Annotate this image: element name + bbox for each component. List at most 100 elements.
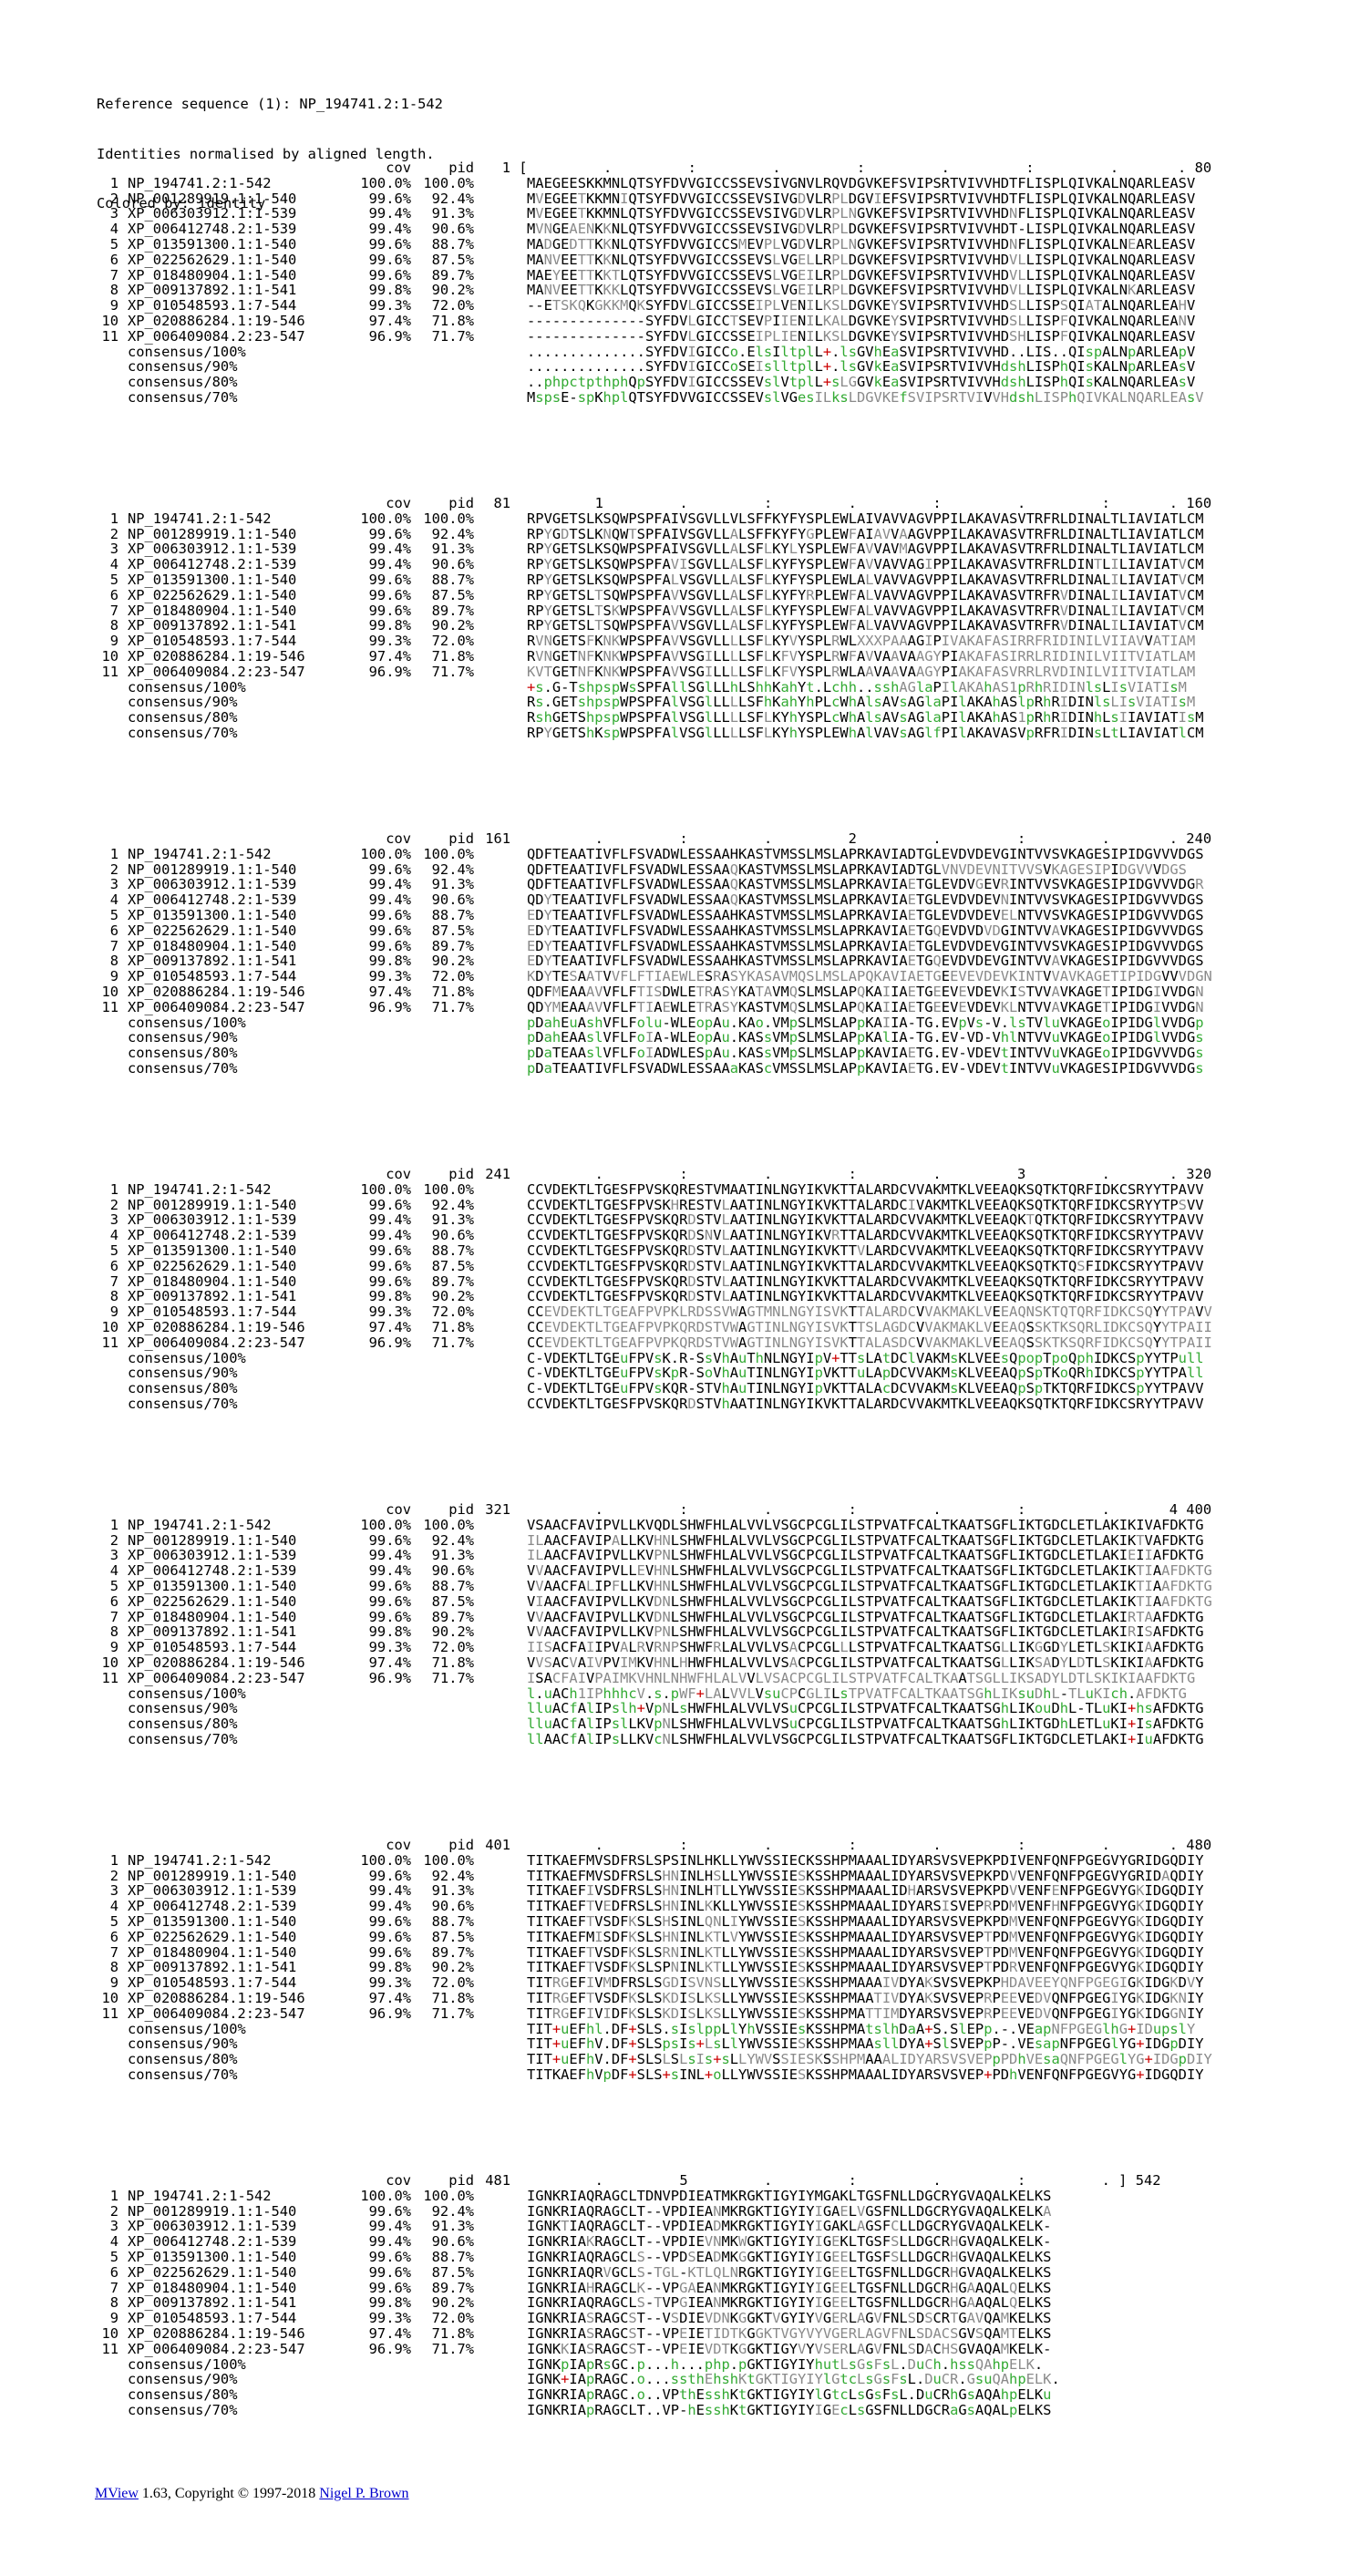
sequence-id: XP_020886284.1:19-546 [128,2324,305,2342]
sequence-id: XP_006303912.1:1-539 [128,1547,297,1564]
sequence-id: XP_022562629.1:1-540 [128,922,297,939]
sequence-residues: RPVGETSLKSQWPSPFAIVSGVLLVLSFFKYFYSPLEWLA… [527,510,1204,527]
sequence-row: 2 NP_001289919.1:1-540 99.6% 92.4% QDFTEAATI… [97,861,1212,878]
ruler-bracket [510,2172,519,2189]
consensus-label: consensus/80% [128,1380,238,1397]
sequence-number: 4 [109,891,118,909]
ruler-end-position: . 80 [1178,160,1212,176]
ruler-marks: . : . : . : . [527,160,1179,176]
consensus-row: consensus/90% TIT+uEFhV.DF+SLSpsIs+LsLlYW… [97,2035,1212,2052]
sequence-number: 11 [101,663,118,680]
sequence-number: 2 [109,525,118,542]
ruler-start-position: 481 [485,2172,510,2189]
sequence-row: 8 XP_009137892.1:1-541 99.8% 90.2% EDYTEAATI… [97,953,1212,970]
identity-value: 89.7% [431,2279,474,2296]
identity-value: 88.7% [431,906,474,923]
sequence-id: XP_006412748.2:1-539 [128,556,297,573]
mview-link[interactable]: MView [95,2486,139,2501]
consensus-residues: lluACfAlIPslLKVpNLSHWFHLALVVLVSuCPCGLILS… [527,1716,1204,1733]
consensus-label: consensus/100% [128,678,246,696]
sequence-residues: IGNKRIAKRAGCLT--VPDIEVNMKWGKTIGYIYIGEKLT… [527,2233,1052,2251]
cov-header: cov [386,2172,411,2189]
sequence-residues: --------------SYFDVLGICCTSEVPIIENILKALDG… [527,312,1196,329]
alignment-block: cov pid 401 . : . : . : . . 480 1 NP_194741.… [97,1837,1212,2083]
coverage-value: 97.4% [368,647,411,665]
author-link[interactable]: Nigel P. Brown [319,2486,409,2501]
ruler-end-position: 4 400 [1169,1501,1212,1518]
coverage-value: 99.4% [368,876,411,893]
identity-value: 92.4% [431,1531,474,1549]
sequence-residues: RVNGETNFKNKWPSPFAVVSGILLLLSFLKFVYSPLRWFA… [527,647,1196,665]
coverage-value: 99.6% [368,1577,411,1594]
sequence-row: 8 XP_009137892.1:1-541 99.8% 90.2% IGNKRIAQR… [97,2294,1161,2311]
sequence-number: 7 [109,937,118,954]
identity-value: 92.4% [431,1196,474,1213]
sequence-id: NP_194741.2:1-542 [128,845,272,862]
coverage-value: 99.6% [368,586,411,603]
sequence-row: 11 XP_006409084.2:23-547 96.9% 71.7% -------… [97,328,1211,345]
sequence-number: 8 [109,1288,118,1305]
sequence-row: 4 XP_006412748.2:1-539 99.4% 90.6% TITKAEFTV… [97,1898,1212,1915]
coverage-value: 100.0% [360,1180,411,1198]
identity-value: 91.3% [431,541,474,558]
sequence-number: 4 [109,556,118,573]
sequence-residues: TITKAEFMVSDFRSLSPSINLHKLLYWVSSIECKSSHPMA… [527,1851,1204,1869]
sequence-id: XP_006303912.1:1-539 [128,205,297,222]
sequence-number: 1 [109,1851,118,1869]
alignment-block: cov pid 481 . 5 . : . : . ] 542 1 NP_194741.… [97,2172,1161,2418]
sequence-residues: KDYTESAATVVFLFTIAEWLESRASYKASAVMQSLMSLAP… [527,968,1212,985]
sequence-id: XP_018480904.1:1-540 [128,1608,297,1625]
cov-header: cov [386,160,411,176]
coverage-value: 99.6% [368,1257,411,1274]
sequence-number: 8 [109,953,118,970]
sequence-id: NP_001289919.1:1-540 [128,190,297,207]
sequence-number: 3 [109,541,118,558]
sequence-residues: TITKAEFTVSDFKSLSHSINLQNLIYWVSSIESKSSHPMA… [527,1912,1204,1930]
sequence-residues: RPYGETSLTSQWPSPFAVVSGVLLALSFLKYFYSPLEWFA… [527,617,1204,634]
consensus-label: consensus/70% [128,2066,238,2083]
consensus-row: consensus/70% IGNKRIApRAGCLT..VP-hEsshKtG… [97,2402,1161,2418]
consensus-label: consensus/80% [128,1716,238,1733]
identity-value: 71.7% [431,2340,474,2357]
consensus-residues: TIT+uEFhV.DF+SLSLSLsIs+sLLYWVSSIESKSSHPM… [527,2051,1212,2068]
sequence-residues: RVNGETSFKNKWPSPFAVVSGVLLLLSFLKYVYSPLRWLX… [527,633,1196,650]
consensus-row: consensus/70% TITKAEFhVpDF+SLS+sINL+oLLYW… [97,2066,1212,2083]
sequence-id: NP_194741.2:1-542 [128,2187,272,2204]
sequence-residues: TITKAEFIVSDFRSLSHNINLHTLLYWVSSIESKSSHPMA… [527,1882,1204,1900]
sequence-id: XP_020886284.1:19-546 [128,983,305,1000]
sequence-row: 4 XP_006412748.2:1-539 99.4% 90.6% RPYGETSLK… [97,556,1211,572]
identity-value: 71.7% [431,998,474,1015]
sequence-id: XP_013591300.1:1-540 [128,1242,297,1259]
sequence-id: XP_013591300.1:1-540 [128,1912,297,1930]
identity-value: 71.8% [431,1989,474,2006]
consensus-label: consensus/90% [128,1029,238,1046]
sequence-id: XP_009137892.1:1-541 [128,1623,297,1641]
coverage-value: 99.6% [368,2202,411,2220]
consensus-row: consensus/80% TIT+uEFhV.DF+SLSLSLsIs+sLLY… [97,2051,1212,2068]
consensus-residues: pDahEuAshVFLFolu-WLEopAu.KAo.VMpSLMSLAPp… [527,1014,1204,1031]
consensus-label: consensus/80% [128,374,238,391]
sequence-residues: QDYMEAAAVVFLFTIAEWLETRASYKASTVMQSLMSLAPQ… [527,998,1204,1015]
sequence-number: 7 [109,602,118,619]
sequence-number: 4 [109,1562,118,1580]
identity-value: 87.5% [431,1592,474,1610]
identity-value: 71.8% [431,647,474,665]
identity-value: 71.7% [431,663,474,680]
sequence-row: 5 XP_013591300.1:1-540 99.6% 88.7% EDYTEAATI… [97,906,1212,923]
sequence-row: 5 XP_013591300.1:1-540 99.6% 88.7% CCVDEKTLT… [97,1242,1212,1259]
sequence-row: 7 XP_018480904.1:1-540 99.6% 89.7% VVAACFAVI… [97,1608,1212,1625]
consensus-residues: IGNKRIApRAGC.o..VPthEsshKtGKTIGYIYlGtcLs… [527,2386,1052,2404]
consensus-residues: C-VDEKTLTGEuFPVsK.R-SsVhAuThNLNGYIpV+TTs… [527,1349,1204,1366]
sequence-residues: IGNKKIASRAGCST--VPEIEVDTKGGKTIGYVYVSERLA… [527,2340,1052,2357]
coverage-value: 99.6% [368,266,411,283]
coverage-value: 99.4% [368,1898,411,1915]
coverage-value: 99.6% [368,906,411,923]
sequence-number: 3 [109,876,118,893]
sequence-id: NP_001289919.1:1-540 [128,2202,297,2220]
sequence-residues: ISACFAIVPAIMKVHNLNHWFHLALVVLVSACPCGLILST… [527,1669,1196,1686]
sequence-number: 3 [109,1547,118,1564]
coverage-value: 99.6% [368,1608,411,1625]
sequence-residues: CCEVDEKTLTGEAFPVPKQRDSTVWAGTINLNGYISVKTT… [527,1318,1212,1335]
consensus-label: consensus/70% [128,724,238,741]
coverage-value: 99.3% [368,2310,411,2327]
